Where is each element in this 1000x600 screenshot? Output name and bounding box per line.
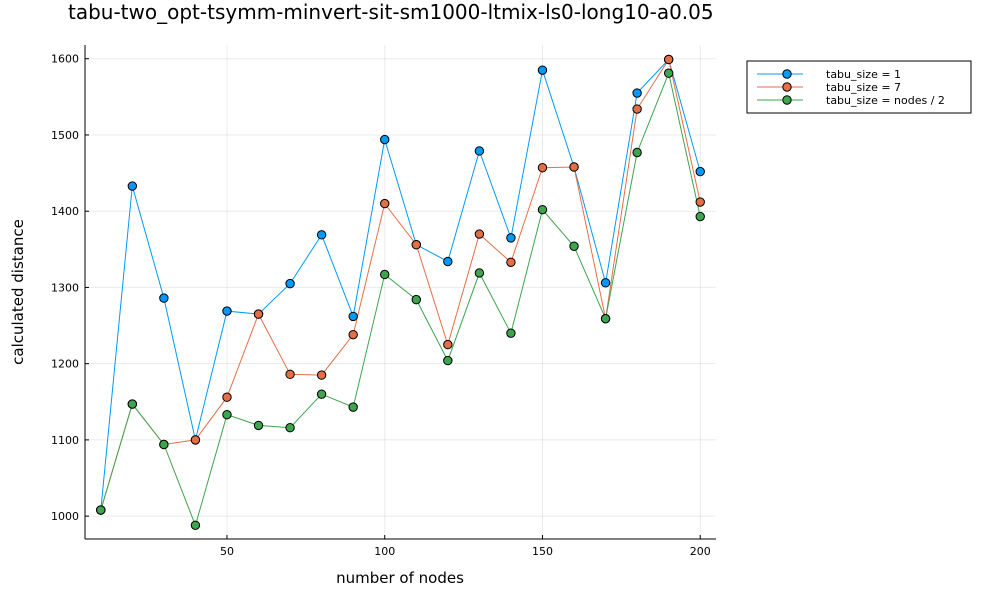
data-point [159, 439, 169, 450]
data-point [380, 134, 390, 145]
data-point [569, 241, 579, 251]
axes: 50 100 150 200 1000 1100 1200 1300 1400 1500 1600 [51, 45, 716, 558]
data-point [285, 278, 295, 289]
series-3 [100, 71, 701, 527]
data-point [159, 293, 169, 303]
data-point [127, 399, 138, 409]
series-group [96, 54, 705, 530]
data-point [348, 329, 358, 340]
data-point [695, 211, 705, 222]
data-point [474, 268, 485, 278]
data-point [96, 505, 106, 515]
data-point [222, 306, 232, 316]
series-1-points [96, 54, 705, 515]
data-point [253, 420, 264, 431]
data-point [443, 256, 453, 267]
data-point [632, 147, 642, 158]
data-point [316, 370, 327, 380]
chart-title: tabu-two_opt-tsymm-minvert-sit-sm1000-lt… [68, 0, 714, 24]
data-point [600, 278, 611, 288]
data-point [411, 294, 421, 305]
data-point [380, 198, 390, 209]
data-point [190, 435, 201, 445]
grid [85, 45, 716, 539]
y-tick-label: 1200 [51, 358, 79, 371]
data-point [127, 181, 138, 191]
data-point [663, 54, 674, 65]
x-tick-label: 100 [374, 545, 395, 558]
data-point [474, 146, 485, 156]
data-point [380, 269, 390, 280]
legend-marker [782, 82, 792, 92]
series-3-points [96, 68, 705, 530]
data-point [506, 257, 516, 267]
data-point [316, 389, 327, 399]
y-tick-label: 1500 [51, 129, 79, 142]
data-point [632, 88, 642, 98]
legend-entry-label: tabu_size = 7 [826, 81, 901, 94]
data-point [506, 328, 516, 338]
data-point [443, 339, 453, 350]
legend-marker [782, 95, 792, 105]
data-point [285, 422, 295, 433]
data-point [474, 229, 485, 239]
y-tick-label: 1100 [51, 434, 79, 447]
legend-marker [782, 69, 792, 79]
x-tick-label: 50 [220, 545, 234, 558]
y-tick-label: 1300 [51, 281, 79, 294]
data-point [348, 402, 358, 412]
data-point [632, 104, 642, 114]
series-1 [100, 58, 701, 511]
data-point [443, 355, 453, 366]
y-axis-label: calculated distance [9, 219, 27, 365]
y-tick-label: 1600 [51, 53, 79, 66]
data-point [285, 369, 295, 380]
series-line [100, 58, 701, 511]
y-tick-label: 1000 [51, 510, 79, 523]
data-point [537, 204, 548, 215]
data-point [600, 313, 611, 324]
data-point [348, 311, 358, 322]
data-point [222, 392, 232, 402]
series-2 [100, 58, 701, 511]
data-point [537, 163, 548, 173]
data-point [537, 65, 548, 75]
data-point [569, 162, 579, 172]
data-point [316, 230, 327, 240]
data-point [190, 520, 201, 530]
data-point [411, 240, 421, 250]
series-2-points [96, 54, 705, 515]
data-point [663, 68, 674, 78]
data-point [222, 410, 232, 420]
legend-entry-label: tabu_size = nodes / 2 [826, 94, 945, 107]
legend-entry-label: tabu_size = 1 [826, 68, 901, 81]
data-point [695, 197, 705, 207]
series-line [100, 58, 701, 511]
data-point [695, 166, 705, 177]
data-point [253, 309, 264, 319]
x-axis-label: number of nodes [336, 569, 464, 587]
x-tick-label: 200 [690, 545, 711, 558]
y-tick-label: 1400 [51, 205, 79, 218]
x-tick-label: 150 [532, 545, 553, 558]
data-point [506, 233, 516, 243]
series-line [100, 71, 701, 527]
